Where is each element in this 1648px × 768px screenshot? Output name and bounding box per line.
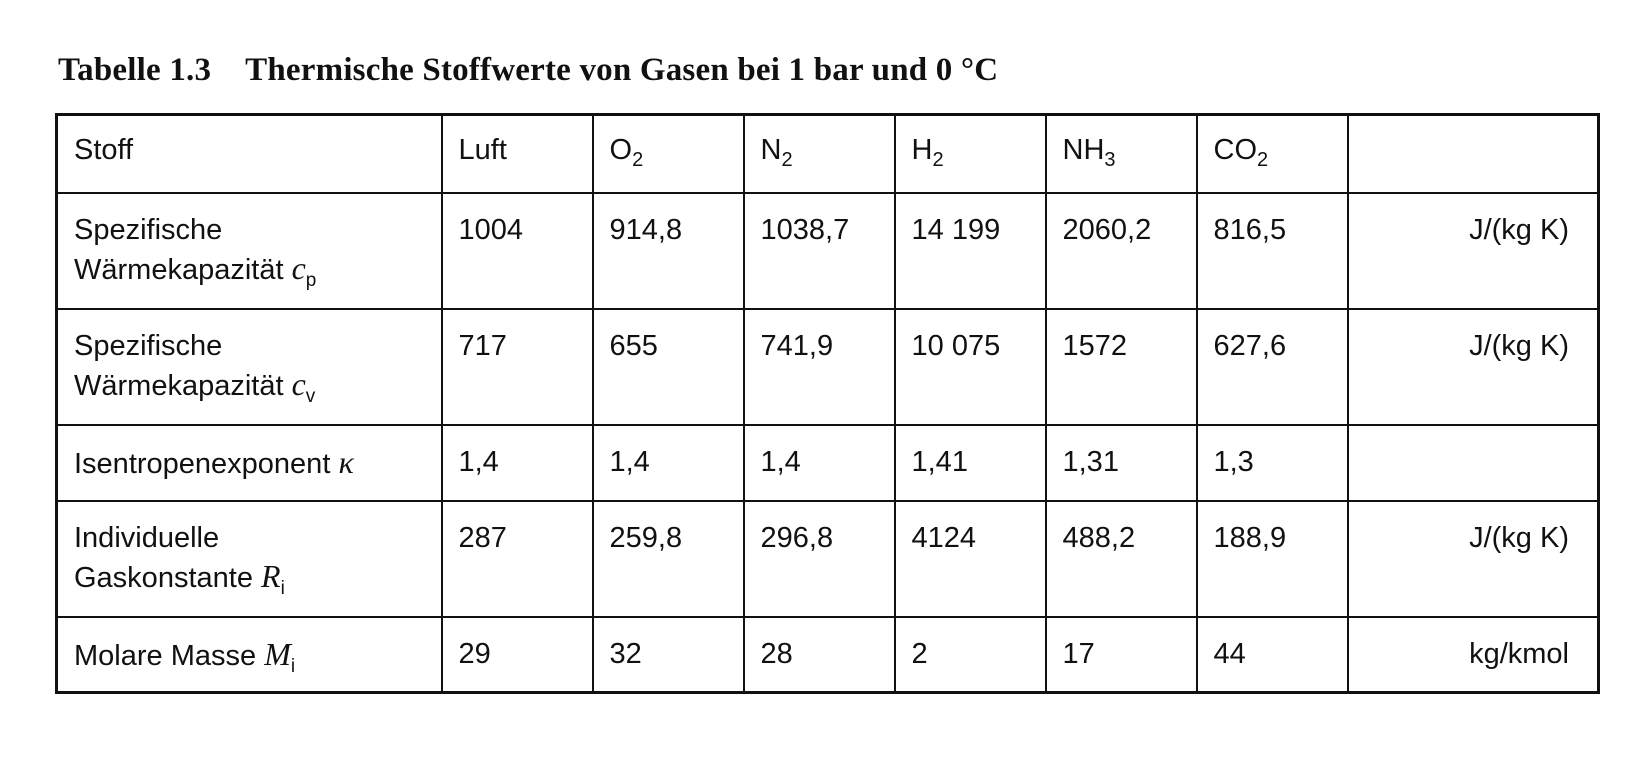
- header-row: Stoff Luft O2 N2 H2 NH3 CO2: [55, 113, 1600, 194]
- value-cell: 488,2: [1044, 499, 1198, 618]
- value-cell: 816,5: [1195, 191, 1349, 310]
- value-cell: 17: [1044, 615, 1198, 694]
- table-title: Thermische Stoffwerte von Gasen bei 1 ba…: [245, 52, 999, 88]
- value-cell: 627,6: [1195, 307, 1349, 426]
- symbol-cp: cp: [291, 249, 317, 291]
- header-cell-co2: CO2: [1195, 113, 1349, 194]
- value-cell: 287: [440, 499, 594, 618]
- value-cell: 1,3: [1195, 423, 1349, 502]
- value-cell: 10 075: [893, 307, 1047, 426]
- value-cell: 296,8: [742, 499, 896, 618]
- table-row-kappa: Isentropenexponent κ 1,4 1,4 1,4 1,41 1,…: [55, 423, 1600, 502]
- value-cell: 655: [591, 307, 745, 426]
- table-number: Tabelle 1.3: [58, 52, 212, 88]
- value-cell: 1004: [440, 191, 594, 310]
- value-cell: 1,41: [893, 423, 1047, 502]
- symbol-ri: Ri: [261, 557, 285, 599]
- value-cell: 1,4: [591, 423, 745, 502]
- table-row-cp: Spezifische Wärmekapazität cp 1004 914,8 …: [55, 191, 1600, 310]
- table-row-ri: Individuelle Gaskonstante Ri 287 259,8 29…: [55, 499, 1600, 618]
- unit-cell: J/(kg K): [1346, 191, 1600, 310]
- value-cell: 2: [893, 615, 1047, 694]
- value-cell: 259,8: [591, 499, 745, 618]
- header-cell-o2: O2: [591, 113, 745, 194]
- row-label: Molare Masse Mi: [55, 615, 443, 694]
- header-cell-unit: [1346, 113, 1600, 194]
- header-cell-nh3: NH3: [1044, 113, 1198, 194]
- table-row-cv: Spezifische Wärmekapazität cv 717 655 741…: [55, 307, 1600, 426]
- table-row-mi: Molare Masse Mi 29 32 28 2 17 44 kg/kmol: [55, 615, 1600, 694]
- value-cell: 717: [440, 307, 594, 426]
- header-cell-luft: Luft: [440, 113, 594, 194]
- value-cell: 29: [440, 615, 594, 694]
- unit-cell: [1346, 423, 1600, 502]
- symbol-cv: cv: [291, 365, 316, 407]
- row-label: Individuelle Gaskonstante Ri: [55, 499, 443, 618]
- row-label: Isentropenexponent κ: [55, 423, 443, 502]
- value-cell: 914,8: [591, 191, 745, 310]
- value-cell: 188,9: [1195, 499, 1349, 618]
- symbol-kappa: κ: [338, 443, 354, 480]
- unit-cell: kg/kmol: [1346, 615, 1600, 694]
- unit-cell: J/(kg K): [1346, 499, 1600, 618]
- row-label: Spezifische Wärmekapazität cv: [55, 307, 443, 426]
- value-cell: 44: [1195, 615, 1349, 694]
- value-cell: 1038,7: [742, 191, 896, 310]
- table-caption: Tabelle 1.3 Thermische Stoffwerte von Gas…: [58, 52, 998, 89]
- value-cell: 32: [591, 615, 745, 694]
- header-cell-stoff: Stoff: [55, 113, 443, 194]
- header-cell-n2: N2: [742, 113, 896, 194]
- value-cell: 28: [742, 615, 896, 694]
- header-cell-h2: H2: [893, 113, 1047, 194]
- value-cell: 1572: [1044, 307, 1198, 426]
- value-cell: 14 199: [893, 191, 1047, 310]
- value-cell: 1,4: [440, 423, 594, 502]
- value-cell: 1,31: [1044, 423, 1198, 502]
- unit-cell: J/(kg K): [1346, 307, 1600, 426]
- row-label: Spezifische Wärmekapazität cp: [55, 191, 443, 310]
- value-cell: 741,9: [742, 307, 896, 426]
- gas-properties-table: Stoff Luft O2 N2 H2 NH3 CO2 Spezifische W…: [55, 113, 1600, 694]
- value-cell: 2060,2: [1044, 191, 1198, 310]
- value-cell: 4124: [893, 499, 1047, 618]
- symbol-mi: Mi: [264, 635, 296, 677]
- value-cell: 1,4: [742, 423, 896, 502]
